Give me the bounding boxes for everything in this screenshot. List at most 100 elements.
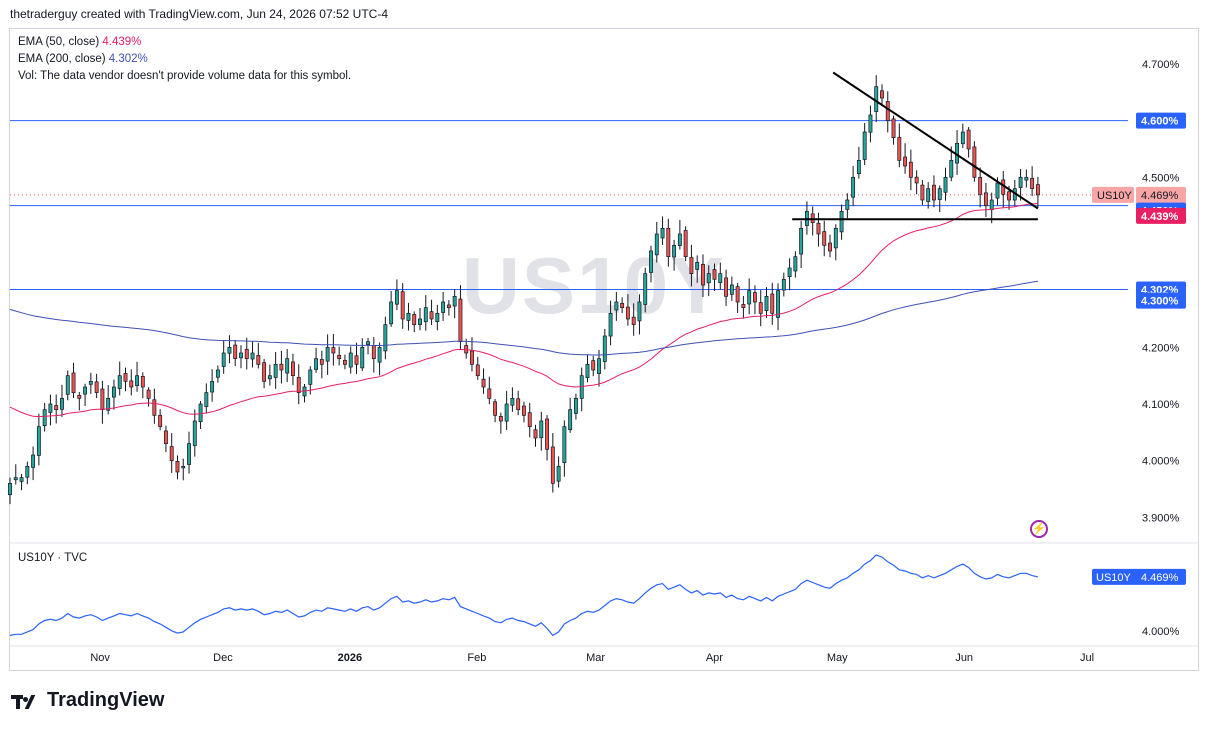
candle-body [360,346,365,369]
candle-body [677,233,682,246]
candle-body [695,261,700,270]
candle-body [556,465,561,482]
ema50-label: EMA (50, close) [18,36,100,48]
candle-body [799,227,804,255]
ema200-label: EMA (200, close) [18,53,106,65]
candle-body [937,188,942,200]
candle-body [129,380,134,388]
candle-body [19,477,24,482]
sub-pane-legend[interactable]: US10Y · TVC [18,552,88,564]
candle-body [787,267,792,277]
candle-body [983,192,988,207]
tradingview-logo[interactable]: TradingView [11,689,164,712]
y-tick-label: 4.500% [1142,172,1180,184]
candle-body [585,363,590,379]
x-tick-label: Apr [706,652,723,664]
candle-body [1024,176,1029,181]
candle-body [181,465,186,469]
candle-body [614,301,619,311]
candle-body [516,398,521,411]
candle-body [342,359,347,365]
ema200-line [9,280,1038,356]
candle-body [932,184,936,201]
candle-body [487,388,492,399]
candle-body [706,273,711,284]
price-tag [1136,292,1186,309]
candle-body [522,405,526,416]
ema200-legend[interactable]: EMA (200, close) 4.302% [18,53,148,65]
candle-body [591,360,596,371]
candle-body [60,397,64,410]
candle-body [452,295,457,307]
candle-body [747,290,752,305]
candle-body [227,346,232,354]
candle-body [325,346,330,362]
price-tag-text: 4.600% [1141,116,1179,128]
candle-body [435,312,440,322]
candle-body [960,131,965,145]
candle-body [354,355,359,365]
tradingview-mark-icon [11,692,41,710]
candle-body [926,188,931,202]
candle-body [1030,177,1035,190]
lightning-icon[interactable]: ⚡ [1030,520,1048,538]
sub-y-tick-label: 4.000% [1142,626,1180,638]
candle-body [701,263,705,286]
candle-body [187,443,191,465]
y-tick-label: 4.700% [1142,59,1180,71]
candle-body [562,426,567,464]
candle-body [822,231,827,246]
candle-body [239,352,243,359]
candle-body [446,304,451,309]
candle-body [470,350,474,365]
candle-body [949,159,954,178]
x-tick-label: Mar [586,652,605,664]
candle-body [568,409,573,431]
price-tag [1136,112,1186,129]
candle-body [314,358,318,370]
candle-body [510,397,515,406]
candle-body [406,312,411,321]
last-price-text: 4.469% [1141,190,1179,202]
candle-body [828,242,832,252]
candle-body [267,375,272,380]
candle-body [718,273,723,284]
candle-body [781,278,786,291]
candle-body [366,341,370,346]
candle-body [377,346,382,363]
candle-body [244,348,249,360]
candle-body [117,375,122,389]
candle-body [816,222,821,235]
candle-body [897,137,902,161]
candle-body [972,146,977,178]
candle-body [637,301,642,322]
candle-body [874,86,879,112]
candle-body [862,131,867,160]
candle-body [296,376,301,394]
chart-frame [9,28,1199,671]
candle-body [8,482,12,496]
ema50-line [9,203,1038,418]
candle-body [602,335,607,362]
candle-body [262,362,267,382]
candle-body [856,159,861,175]
sub-last-symbol: US10Y [1096,572,1132,584]
candle-body [13,477,18,481]
candle-body [989,199,994,211]
candle-body [233,344,238,360]
candle-body [140,376,145,388]
candle-body [94,381,99,394]
candle-body [54,405,59,411]
x-tick-label: Nov [90,652,110,664]
candle-body [620,302,625,309]
x-tick-label: Dec [213,652,233,664]
ema50-legend[interactable]: EMA (50, close) 4.439% [18,36,141,48]
candle-body [920,184,925,201]
y-tick-label: 4.000% [1142,456,1180,468]
candle-body [418,318,422,325]
candle-body [221,352,226,367]
candle-body [285,358,290,374]
candle-body [198,403,203,423]
candle-body [631,316,636,326]
